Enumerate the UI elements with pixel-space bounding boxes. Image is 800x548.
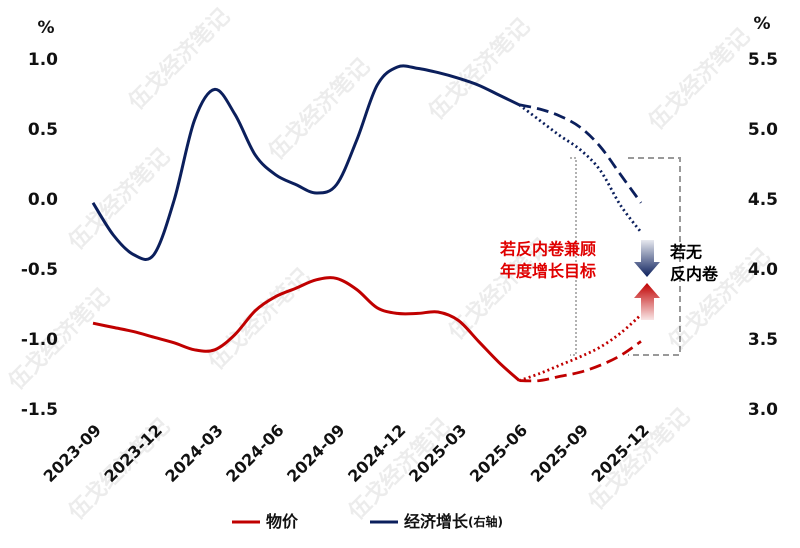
annotation: 年度增长目标 [500,262,596,281]
y2-tick-label: 3.5 [748,330,778,350]
annotation: 反内卷 [670,265,719,284]
bracket-right [628,157,681,356]
watermark: 伍戈经济笔记 [3,283,115,395]
y-tick-label: 0.0 [28,190,58,210]
x-tick-label: 2024-06 [222,421,287,486]
series-line [518,103,643,204]
watermark: 伍戈经济笔记 [123,3,235,115]
series-line [518,313,642,382]
y2-tick-label: 3.0 [748,400,778,420]
watermark: 伍戈经济笔记 [203,263,315,375]
y2-tick-label: 5.5 [748,50,778,70]
x-tick-label: 2024-09 [283,421,348,486]
series-line [92,276,521,382]
y-tick-label: 1.0 [28,50,58,70]
legend-name: 经济增长 [404,512,469,531]
y2-tick-label: 4.5 [748,190,778,210]
series-line [91,64,520,261]
y2-unit: % [753,14,770,34]
y2-tick-label: 5.0 [748,120,778,140]
legend-name: 物价 [266,512,299,531]
bracket-left [570,157,577,356]
series-line [519,340,642,383]
arrow-down [634,240,660,277]
x-tick-label: 2023-12 [101,421,166,486]
arrow-up [634,283,660,320]
watermark: 伍戈经济笔记 [263,53,375,165]
y2-tick-label: 4.0 [748,260,778,280]
x-tick-label: 2025-06 [466,421,531,486]
legend-label: 经济增长(右轴) [404,512,503,531]
watermark: 伍戈经济笔记 [63,143,175,255]
y-tick-label: -1.5 [21,400,58,420]
annotation: 若无 [669,243,702,262]
y-tick-label: -1.0 [21,330,58,350]
annotation: 若反内卷兼顾 [499,240,596,259]
legend-note: (右轴) [468,514,503,529]
x-tick-label: 2025-09 [527,421,592,486]
y-tick-label: -0.5 [21,260,58,280]
watermark: 伍戈经济笔记 [423,13,535,125]
legend-label: 物价 [266,512,299,531]
watermark: 伍戈经济笔记 [643,23,755,135]
y-tick-label: 0.5 [28,120,58,140]
y-unit: % [37,18,54,38]
series-line [518,103,643,234]
